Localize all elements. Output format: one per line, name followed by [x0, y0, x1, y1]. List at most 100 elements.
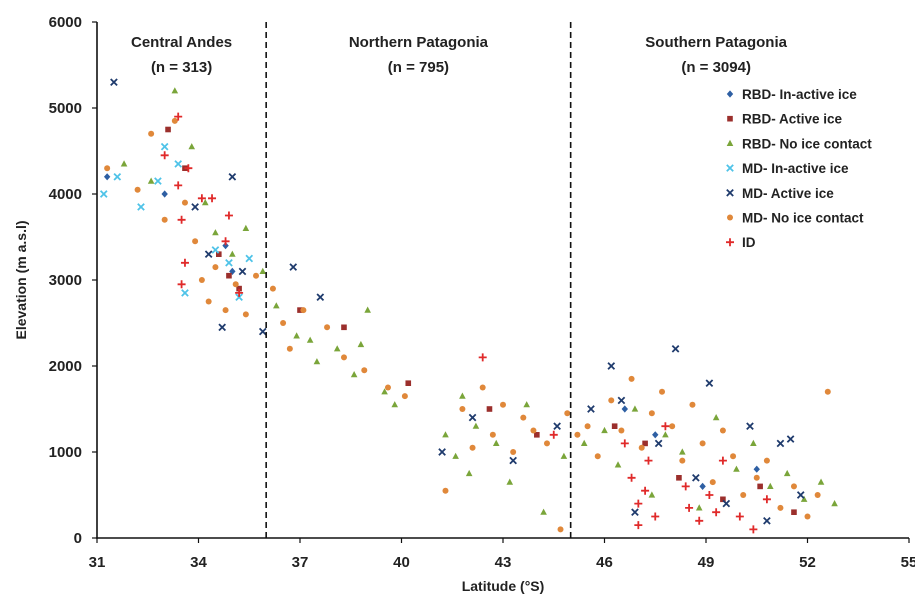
data-point-rbd-no-ice-contact — [442, 431, 449, 438]
data-point-rbd-active-ice — [297, 307, 303, 313]
data-point-md-no-ice-contact — [401, 393, 408, 400]
data-point-id — [644, 456, 653, 465]
data-point-id — [174, 181, 183, 190]
data-point-md-active-ice — [218, 323, 227, 332]
data-point-md-active-ice — [316, 293, 325, 302]
data-point-md-no-ice-contact — [104, 165, 111, 172]
data-point-id — [177, 280, 186, 289]
data-point-rbd-no-ice-contact — [506, 478, 514, 485]
legend-marker — [726, 188, 734, 197]
data-point-md-no-ice-contact — [669, 423, 676, 430]
data-point-md-active-ice — [238, 267, 247, 276]
data-point-md-active-ice — [796, 491, 805, 499]
data-point-rbd-no-ice-contact — [580, 439, 588, 446]
data-point-md-no-ice-contact — [479, 384, 486, 391]
data-point-rbd-no-ice-contact — [273, 302, 280, 309]
data-point-md-no-ice-contact — [232, 281, 239, 288]
data-point-rbd-active-ice — [720, 496, 726, 503]
data-point-md-active-ice — [671, 344, 680, 353]
data-point-rbd-active-ice — [611, 423, 618, 429]
data-point-md-no-ice-contact — [730, 453, 737, 460]
data-point-md-no-ice-contact — [242, 311, 249, 318]
data-point-md-in-active-ice — [181, 289, 189, 297]
data-point-md-no-ice-contact — [300, 307, 307, 314]
data-point-id — [627, 473, 636, 482]
data-point-rbd-no-ice-contact — [766, 482, 774, 489]
legend-label: MD- Active ice — [742, 186, 834, 201]
data-point-rbd-active-ice — [791, 509, 797, 515]
x-tick-label: 46 — [596, 554, 613, 571]
data-point-id — [224, 211, 233, 220]
data-point-md-no-ice-contact — [530, 427, 537, 434]
data-point-rbd-no-ice-contact — [459, 392, 466, 399]
data-point-rbd-no-ice-contact — [313, 358, 321, 365]
data-point-rbd-no-ice-contact — [662, 431, 669, 438]
data-point-rbd-no-ice-contact — [242, 224, 250, 231]
data-point-rbd-in-active-ice — [229, 267, 236, 275]
data-point-id — [705, 491, 714, 499]
data-point-md-no-ice-contact — [628, 375, 635, 382]
data-point-md-no-ice-contact — [618, 427, 625, 434]
data-point-md-no-ice-contact — [679, 457, 686, 464]
data-point-md-no-ice-contact — [286, 345, 293, 352]
data-point-md-no-ice-contact — [584, 423, 591, 430]
data-point-md-no-ice-contact — [222, 307, 229, 314]
legend-label: ID — [742, 235, 756, 250]
region-count: (n = 313) — [151, 59, 212, 76]
x-tick-label: 37 — [292, 554, 309, 571]
legend: RBD- In-active ice RBD- Active ice RBD- No… — [726, 87, 872, 250]
data-point-rbd-no-ice-contact — [465, 469, 473, 477]
data-point-rbd-in-active-ice — [103, 173, 111, 181]
data-point-rbd-no-ice-contact — [391, 401, 399, 408]
data-point-rbd-no-ice-contact — [147, 177, 155, 184]
legend-label: MD- In-active ice — [742, 161, 849, 176]
data-point-md-no-ice-contact — [543, 440, 550, 447]
data-point-md-active-ice — [654, 439, 663, 448]
y-tick-label: 6000 — [49, 14, 82, 31]
data-point-md-no-ice-contact — [763, 457, 770, 464]
data-point-md-no-ice-contact — [740, 492, 747, 498]
data-point-id — [197, 194, 206, 203]
data-point-md-no-ice-contact — [280, 320, 287, 326]
data-point-id — [620, 439, 629, 448]
legend-label: RBD- No ice contact — [742, 136, 872, 151]
data-point-rbd-no-ice-contact — [452, 452, 459, 459]
data-point-md-active-ice — [631, 508, 639, 517]
data-point-md-no-ice-contact — [608, 397, 615, 404]
data-point-rbd-no-ice-contact — [695, 504, 703, 511]
data-point-id — [749, 525, 758, 534]
region-dividers — [265, 22, 572, 538]
data-point-rbd-active-ice — [236, 285, 242, 292]
legend-label: MD- No ice contact — [742, 211, 864, 226]
data-point-rbd-no-ice-contact — [188, 143, 196, 150]
legend-marker — [727, 214, 733, 221]
data-point-rbd-active-ice — [216, 251, 222, 257]
region-name: Southern Patagonia — [645, 34, 787, 51]
data-point-md-in-active-ice — [235, 293, 243, 302]
y-tick-label: 5000 — [49, 100, 82, 117]
data-point-md-no-ice-contact — [574, 431, 581, 438]
legend-marker — [726, 139, 734, 146]
legend-marker — [726, 238, 734, 247]
data-point-md-no-ice-contact — [689, 401, 696, 408]
y-tick-label: 3000 — [49, 272, 82, 289]
data-point-md-no-ice-contact — [804, 513, 811, 520]
region-count: (n = 3094) — [681, 59, 751, 76]
data-point-md-active-ice — [587, 405, 595, 413]
data-point-id — [184, 164, 193, 173]
data-point-id — [685, 503, 694, 512]
y-tick-label: 2000 — [49, 358, 82, 375]
data-point-rbd-active-ice — [226, 272, 232, 279]
axes: 31 34 37 40 43 46 49 52 55 0 1000 2000 3000 4000 5000 6… — [49, 14, 915, 571]
data-point-md-active-ice — [289, 263, 298, 271]
data-point-rbd-no-ice-contact — [831, 500, 838, 507]
data-point-md-no-ice-contact — [148, 130, 155, 137]
data-point-rbd-no-ice-contact — [259, 267, 267, 274]
data-point-id — [180, 258, 189, 267]
data-point-md-active-ice — [617, 396, 626, 405]
legend-marker — [727, 115, 733, 122]
data-point-id — [160, 151, 169, 160]
data-point-id — [174, 112, 183, 121]
data-point-rbd-active-ice — [642, 440, 648, 447]
